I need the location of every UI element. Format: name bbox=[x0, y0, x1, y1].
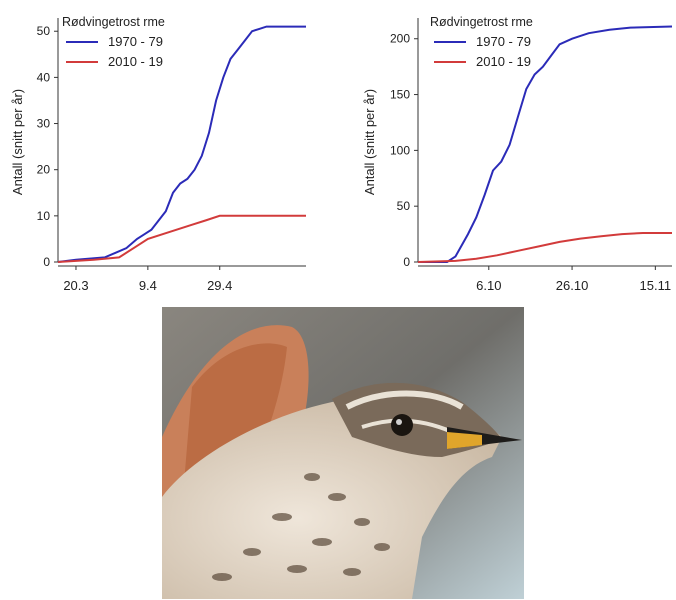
y-tick-label: 30 bbox=[37, 117, 51, 131]
y-axis-label: Antall (snitt per år) bbox=[362, 89, 377, 195]
chart-right: 0 50 100 150 200 6.10 26.10 15.11 Antall (snitt … bbox=[350, 0, 676, 300]
legend-label: 2010 - 19 bbox=[476, 54, 531, 69]
redwing-photo bbox=[162, 307, 524, 599]
y-tick-label: 10 bbox=[37, 209, 51, 223]
x-tick-label: 6.10 bbox=[476, 278, 501, 293]
legend-title: Rødvingetrost rme bbox=[62, 15, 165, 29]
x-tick-label: 9.4 bbox=[139, 278, 157, 293]
legend-label: 1970 - 79 bbox=[476, 34, 531, 49]
series-line-1970-79 bbox=[57, 25, 306, 263]
series-line-2010-19 bbox=[57, 214, 306, 263]
bird-illustration bbox=[162, 307, 524, 599]
series-line-2010-19 bbox=[417, 232, 672, 263]
x-tick-label: 26.10 bbox=[556, 278, 589, 293]
series-line-1970-79 bbox=[418, 25, 673, 263]
y-axis-label: Antall (snitt per år) bbox=[10, 89, 25, 195]
y-tick-label: 50 bbox=[397, 199, 411, 213]
y-tick-label: 0 bbox=[43, 255, 50, 269]
y-tick-label: 100 bbox=[390, 143, 410, 157]
legend-label: 1970 - 79 bbox=[108, 34, 163, 49]
chart-right-svg: 0 50 100 150 200 6.10 26.10 15.11 Antall (snitt … bbox=[362, 15, 673, 293]
y-tick-label: 50 bbox=[37, 24, 51, 38]
legend-title: Rødvingetrost rme bbox=[430, 15, 533, 29]
chart-left-svg: 0 10 20 30 40 50 20.3 9.4 29.4 Antall (snitt per … bbox=[10, 15, 306, 293]
x-tick-label: 20.3 bbox=[63, 278, 88, 293]
x-tick-label: 29.4 bbox=[207, 278, 232, 293]
y-tick-label: 20 bbox=[37, 163, 51, 177]
x-tick-label: 15.11 bbox=[640, 278, 672, 293]
chart-left: 0 10 20 30 40 50 20.3 9.4 29.4 Antall (snitt per … bbox=[0, 0, 330, 300]
y-tick-label: 200 bbox=[390, 32, 410, 46]
y-tick-label: 0 bbox=[403, 255, 410, 269]
y-tick-label: 40 bbox=[37, 70, 51, 84]
legend-label: 2010 - 19 bbox=[108, 54, 163, 69]
y-tick-label: 150 bbox=[390, 88, 410, 102]
